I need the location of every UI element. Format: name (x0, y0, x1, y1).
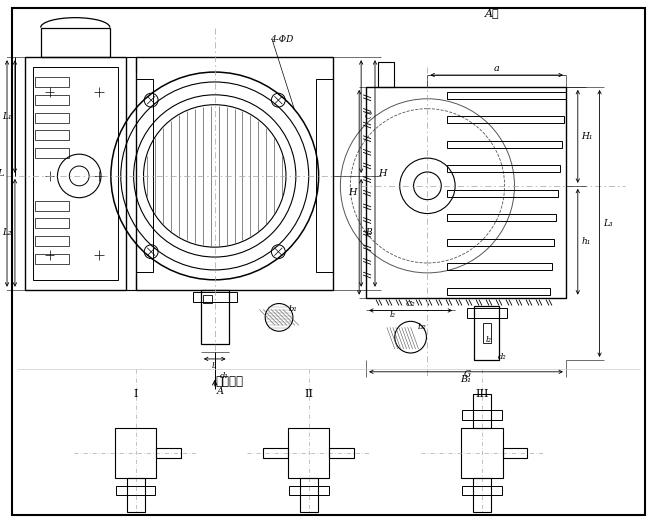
Text: I: I (133, 389, 138, 399)
Bar (467, 309, 507, 319)
Bar (462, 485, 502, 495)
Text: l₂: l₂ (486, 336, 492, 344)
Bar (34, 95, 70, 105)
Bar (34, 112, 70, 122)
Bar (461, 428, 502, 477)
Text: d₂: d₂ (499, 353, 507, 361)
Bar (473, 394, 491, 428)
Text: H₁: H₁ (581, 132, 592, 141)
Bar (34, 130, 70, 140)
Text: a: a (494, 64, 500, 73)
Bar (201, 290, 229, 344)
Bar (136, 57, 333, 290)
Text: B₁: B₁ (460, 375, 471, 384)
Bar (502, 448, 527, 458)
Bar (447, 190, 558, 197)
Text: III: III (475, 389, 489, 399)
Text: l₁: l₁ (212, 362, 218, 370)
Bar (34, 219, 70, 229)
Text: A: A (217, 387, 224, 396)
Bar (330, 448, 354, 458)
Text: H: H (348, 188, 356, 197)
Bar (41, 28, 110, 57)
Bar (34, 201, 70, 211)
Bar (288, 428, 330, 477)
Bar (462, 411, 502, 420)
Bar (34, 148, 70, 158)
Bar (447, 288, 550, 294)
Bar (483, 323, 491, 343)
Text: d₁: d₁ (220, 372, 229, 380)
Text: H: H (378, 169, 386, 178)
Bar (34, 254, 70, 264)
Bar (447, 141, 562, 147)
Text: 装配型式: 装配型式 (216, 375, 244, 388)
Text: l₂: l₂ (390, 311, 396, 320)
Bar (366, 87, 566, 298)
Bar (25, 57, 125, 290)
Bar (157, 448, 181, 458)
Text: L: L (0, 169, 3, 178)
Bar (447, 238, 554, 246)
Bar (316, 79, 333, 272)
Text: C: C (365, 112, 372, 121)
Bar (378, 62, 394, 87)
Bar (34, 236, 70, 246)
Text: G: G (463, 370, 471, 379)
Bar (289, 485, 328, 495)
Text: L₂: L₂ (2, 229, 12, 237)
Bar (447, 116, 564, 123)
Bar (447, 92, 566, 99)
Text: A向: A向 (484, 8, 499, 18)
Bar (116, 485, 155, 495)
Bar (32, 67, 118, 280)
Bar (34, 77, 70, 87)
Text: C₂: C₂ (406, 300, 415, 308)
Text: L₁: L₁ (2, 112, 12, 121)
Text: L₃: L₃ (603, 219, 612, 228)
Bar (474, 305, 499, 360)
Bar (473, 477, 491, 512)
Bar (447, 165, 560, 172)
Bar (193, 292, 237, 302)
Text: II: II (304, 389, 313, 399)
Text: h₁: h₁ (582, 237, 592, 246)
Text: B: B (365, 229, 371, 237)
Text: b₂: b₂ (418, 323, 427, 331)
Bar (115, 428, 157, 477)
Text: 4-ΦD: 4-ΦD (270, 35, 294, 44)
Bar (300, 477, 318, 512)
Bar (447, 263, 552, 270)
Bar (127, 477, 144, 512)
Bar (203, 294, 212, 302)
Bar (263, 448, 288, 458)
Bar (136, 79, 153, 272)
Text: b₁: b₁ (289, 305, 297, 313)
Bar (447, 214, 556, 221)
